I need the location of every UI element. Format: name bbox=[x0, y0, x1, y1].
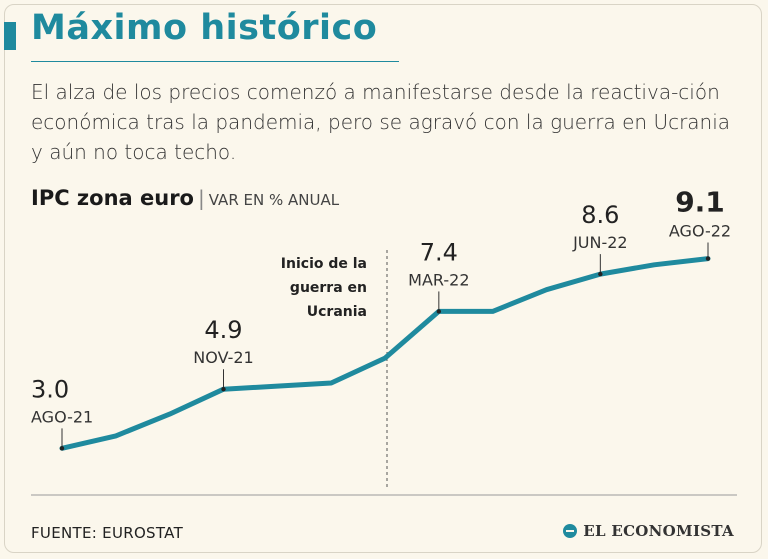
data-point bbox=[436, 309, 442, 314]
war-annotation-line: Ucrania bbox=[307, 304, 367, 320]
title-underline bbox=[31, 61, 399, 62]
chart-unit: VAR EN % ANUAL bbox=[208, 191, 340, 209]
data-label-date: AGO-22 bbox=[669, 222, 731, 241]
chart-header: IPC zona euro | VAR EN % ANUAL bbox=[31, 186, 339, 210]
war-annotation-line: Inicio de la bbox=[281, 256, 367, 272]
subtitle: El alza de los precios comenzó a manifes… bbox=[31, 80, 731, 164]
card-frame bbox=[4, 4, 762, 553]
war-annotation-line: guerra en bbox=[290, 280, 367, 296]
data-point bbox=[705, 256, 711, 261]
data-label-date: MAR-22 bbox=[408, 270, 469, 289]
data-label-date: JUN-22 bbox=[572, 233, 628, 252]
brand-logo-icon bbox=[563, 524, 578, 538]
data-point bbox=[598, 271, 603, 277]
data-label-date: NOV-21 bbox=[193, 348, 253, 367]
data-label-date: AGO-21 bbox=[31, 407, 93, 426]
chart-title: IPC zona euro bbox=[31, 186, 194, 210]
source-note: FUENTE: EUROSTAT bbox=[31, 524, 184, 542]
brand: EL ECONOMISTA bbox=[563, 522, 734, 540]
chart-title-separator: | bbox=[198, 186, 205, 210]
title-accent-bar bbox=[4, 22, 16, 50]
series-line-ipc bbox=[59, 256, 711, 451]
data-label-value: 8.6 bbox=[581, 201, 619, 229]
page-title: Máximo histórico bbox=[31, 8, 378, 48]
data-point bbox=[221, 387, 226, 392]
data-label-value: 9.1 bbox=[675, 186, 725, 219]
data-label-value: 4.9 bbox=[204, 316, 242, 344]
brand-name: EL ECONOMISTA bbox=[583, 522, 734, 540]
data-label-value: 3.0 bbox=[31, 375, 69, 403]
data-point bbox=[59, 446, 65, 451]
data-label-value: 7.4 bbox=[420, 238, 458, 266]
